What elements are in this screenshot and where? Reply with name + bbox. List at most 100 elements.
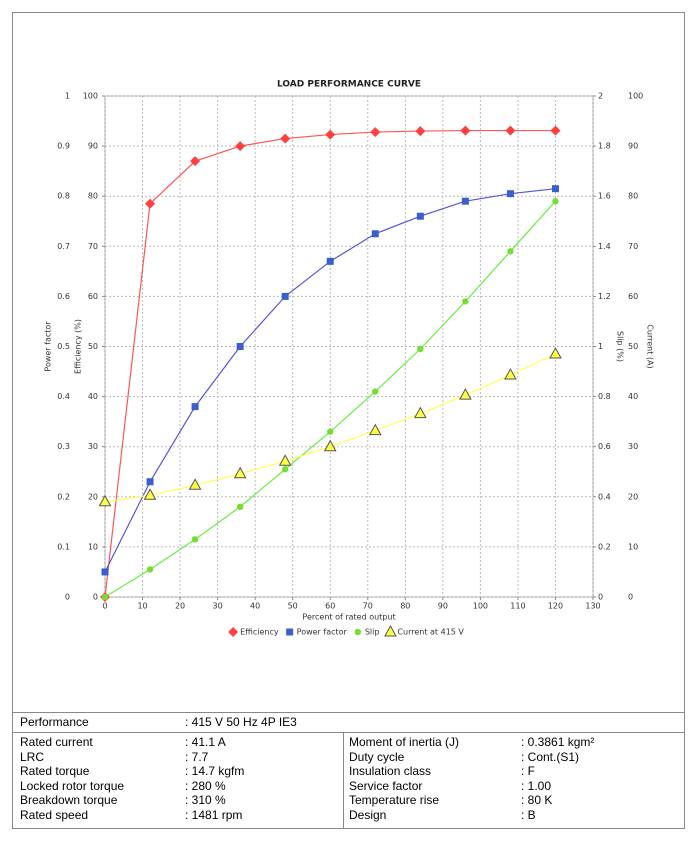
legend: Efficiency Power factor Slip Current at 415… bbox=[228, 624, 464, 637]
table-header-cell: : 415 V 50 Hz 4P IE3 bbox=[185, 715, 297, 729]
table-cell: Insulation class bbox=[349, 764, 432, 778]
table-border bbox=[12, 732, 685, 733]
x-tick-label: 110 bbox=[510, 602, 525, 611]
data-point bbox=[101, 593, 109, 601]
table-cell: : 0.3861 kgm² bbox=[521, 735, 595, 749]
x-tick-label: 30 bbox=[213, 602, 223, 611]
data-point bbox=[368, 423, 382, 436]
data-point bbox=[191, 403, 199, 411]
data-point bbox=[551, 185, 559, 193]
data-point bbox=[459, 388, 472, 400]
y-tick-label: 0.2 bbox=[598, 542, 611, 551]
chart: LOAD PERFORMANCE CURVE Percent of rated … bbox=[44, 80, 655, 637]
y-tick-label: 0.7 bbox=[57, 242, 70, 251]
x-tick-label: 20 bbox=[175, 602, 185, 611]
x-tick-label: 0 bbox=[102, 602, 107, 611]
y-tick-label: 0.9 bbox=[57, 142, 70, 151]
x-tick-label: 40 bbox=[250, 602, 260, 611]
table-header-cell: Performance bbox=[20, 715, 89, 729]
y-tick-label: 1.4 bbox=[598, 242, 611, 251]
y-tick-label: 0.1 bbox=[57, 542, 70, 551]
y-tick-label: 60 bbox=[628, 292, 638, 301]
table-cell: LRC bbox=[20, 749, 45, 764]
y-tick-label: 0.8 bbox=[598, 392, 611, 401]
table-cell: : 80 K bbox=[521, 793, 553, 807]
x-tick-label: 50 bbox=[288, 602, 298, 611]
table-cell: : 14.7 kgfm bbox=[185, 764, 245, 778]
legend-marker bbox=[354, 628, 362, 636]
legend-marker bbox=[286, 628, 294, 636]
data-point bbox=[145, 198, 156, 209]
table-cell: Temperature rise bbox=[349, 793, 440, 807]
y-tick-label: 1.8 bbox=[598, 142, 611, 151]
data-point bbox=[462, 298, 469, 305]
legend-label: Current at 415 V bbox=[397, 628, 464, 637]
data-point bbox=[325, 129, 336, 140]
y-tick-label: 90 bbox=[88, 142, 98, 151]
table-cell: Service factor bbox=[349, 778, 423, 793]
table-cell: Rated current bbox=[20, 735, 93, 749]
y-tick-label: 0.2 bbox=[57, 492, 70, 501]
y-tick-label: 10 bbox=[628, 542, 638, 551]
data-point bbox=[146, 478, 154, 486]
table-cell: : F bbox=[521, 764, 535, 778]
y-tick-label: 1 bbox=[598, 342, 603, 351]
data-point bbox=[552, 198, 559, 205]
table-cell: Rated torque bbox=[20, 764, 90, 778]
table-cell: : 1481 rpm bbox=[185, 807, 243, 822]
data-point bbox=[460, 125, 471, 136]
data-point bbox=[507, 248, 514, 255]
table-cell: Locked rotor torque bbox=[20, 778, 125, 793]
legend-marker bbox=[228, 627, 239, 637]
data-point bbox=[417, 345, 424, 353]
y-tick-label: 40 bbox=[88, 392, 98, 401]
data-point bbox=[506, 190, 514, 198]
y-axis-label: Power factor bbox=[44, 321, 53, 372]
data-point bbox=[191, 536, 199, 543]
table-cell: Moment of inertia (J) bbox=[349, 735, 460, 749]
y-tick-label: 100 bbox=[628, 92, 643, 101]
y-tick-label: 50 bbox=[88, 342, 98, 351]
data-point bbox=[371, 230, 379, 238]
table-cell: : 280 % bbox=[185, 778, 226, 793]
x-axis-label: Percent of rated output bbox=[302, 613, 395, 622]
table-cell: : 310 % bbox=[185, 793, 226, 807]
table-cell: Design bbox=[349, 807, 387, 822]
y-tick-label: 1.2 bbox=[598, 292, 611, 301]
y-tick-label: 0 bbox=[65, 593, 70, 602]
y-tick-label: 70 bbox=[88, 242, 98, 251]
y-tick-label: 0 bbox=[598, 593, 603, 602]
x-tick-label: 90 bbox=[438, 602, 448, 611]
data-point bbox=[188, 478, 202, 490]
y-tick-label: 1 bbox=[65, 92, 70, 101]
y-tick-label: 0.6 bbox=[57, 292, 70, 301]
table-border bbox=[343, 732, 344, 829]
data-point bbox=[236, 503, 244, 511]
y-tick-label: 80 bbox=[88, 192, 98, 201]
legend-label: Power factor bbox=[297, 628, 348, 637]
data-point bbox=[415, 126, 426, 137]
data-point bbox=[143, 488, 157, 500]
y-tick-label: 50 bbox=[628, 342, 638, 351]
data-point bbox=[370, 127, 381, 138]
x-tick-label: 100 bbox=[473, 602, 488, 611]
data-point bbox=[98, 494, 112, 507]
data-point bbox=[549, 346, 562, 359]
data-point bbox=[461, 197, 469, 205]
data-point bbox=[323, 439, 337, 452]
y-tick-label: 2 bbox=[598, 92, 603, 101]
y-tick-label: 70 bbox=[628, 242, 638, 251]
x-tick-label: 130 bbox=[585, 602, 600, 611]
data-point bbox=[190, 156, 201, 167]
data-point bbox=[233, 466, 247, 479]
y-tick-label: 0.5 bbox=[57, 342, 70, 351]
x-tick-label: 10 bbox=[137, 602, 147, 611]
legend-marker bbox=[384, 624, 397, 637]
y-tick-label: 0.4 bbox=[598, 492, 611, 501]
data-point bbox=[235, 141, 246, 152]
legend-label: Slip bbox=[365, 628, 380, 637]
x-tick-label: 70 bbox=[363, 602, 373, 611]
y-tick-label: 10 bbox=[88, 542, 98, 551]
data-point bbox=[327, 428, 334, 435]
data-point bbox=[278, 454, 292, 466]
